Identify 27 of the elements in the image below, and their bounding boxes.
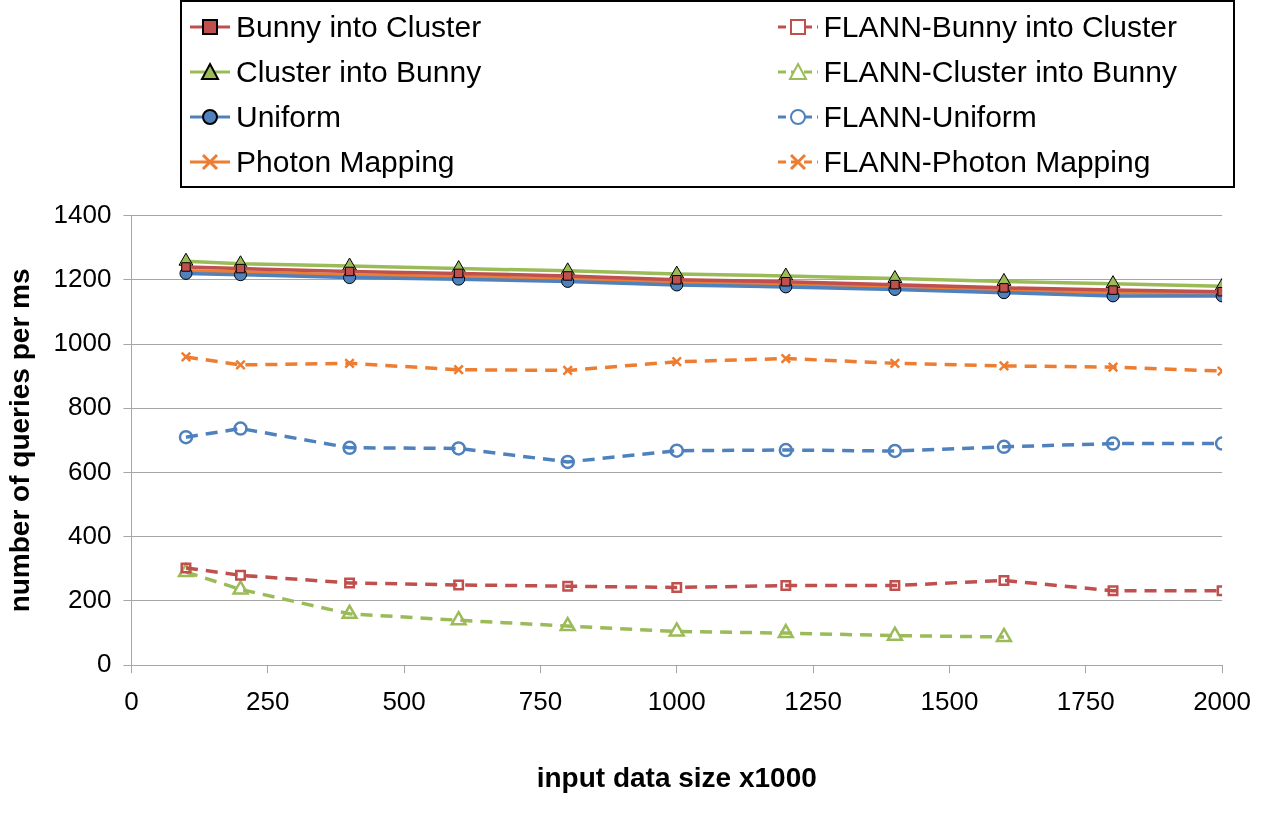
x-tick-label: 1250 xyxy=(784,685,843,716)
y-tick-label: 400 xyxy=(68,519,112,550)
legend-label: FLANN-Uniform xyxy=(823,99,1037,134)
y-tick-label: 1200 xyxy=(53,263,112,293)
y-tick-label: 200 xyxy=(68,584,112,615)
y-tick-label: 1000 xyxy=(53,327,112,358)
x-axis-title: input data size x1000 xyxy=(536,761,817,793)
y-tick-label: 800 xyxy=(68,391,112,422)
legend-label: Photon Mapping xyxy=(236,144,455,179)
x-tick-label: 750 xyxy=(518,685,563,716)
x-tick-label: 1000 xyxy=(647,685,706,716)
y-tick-label: 1400 xyxy=(53,198,112,229)
x-tick-label: 1750 xyxy=(1056,685,1115,716)
y-tick-label: 600 xyxy=(68,455,112,486)
legend-label: FLANN-Bunny into Cluster xyxy=(823,9,1177,44)
x-tick-label: 1500 xyxy=(920,685,979,716)
legend-label: Cluster into Bunny xyxy=(236,54,482,89)
legend-label: Uniform xyxy=(236,99,342,134)
y-tick-label: 0 xyxy=(96,648,112,679)
legend-label: FLANN-Cluster into Bunny xyxy=(823,54,1177,89)
x-tick-label: 2000 xyxy=(1193,685,1251,716)
x-tick-label: 500 xyxy=(382,685,426,716)
legend-label: Bunny into Cluster xyxy=(236,9,482,44)
legend-label: FLANN-Photon Mapping xyxy=(823,144,1151,179)
x-tick-label: 0 xyxy=(124,685,139,716)
y-axis-title: number of queries per ms xyxy=(3,268,35,613)
x-tick-label: 250 xyxy=(246,685,290,716)
